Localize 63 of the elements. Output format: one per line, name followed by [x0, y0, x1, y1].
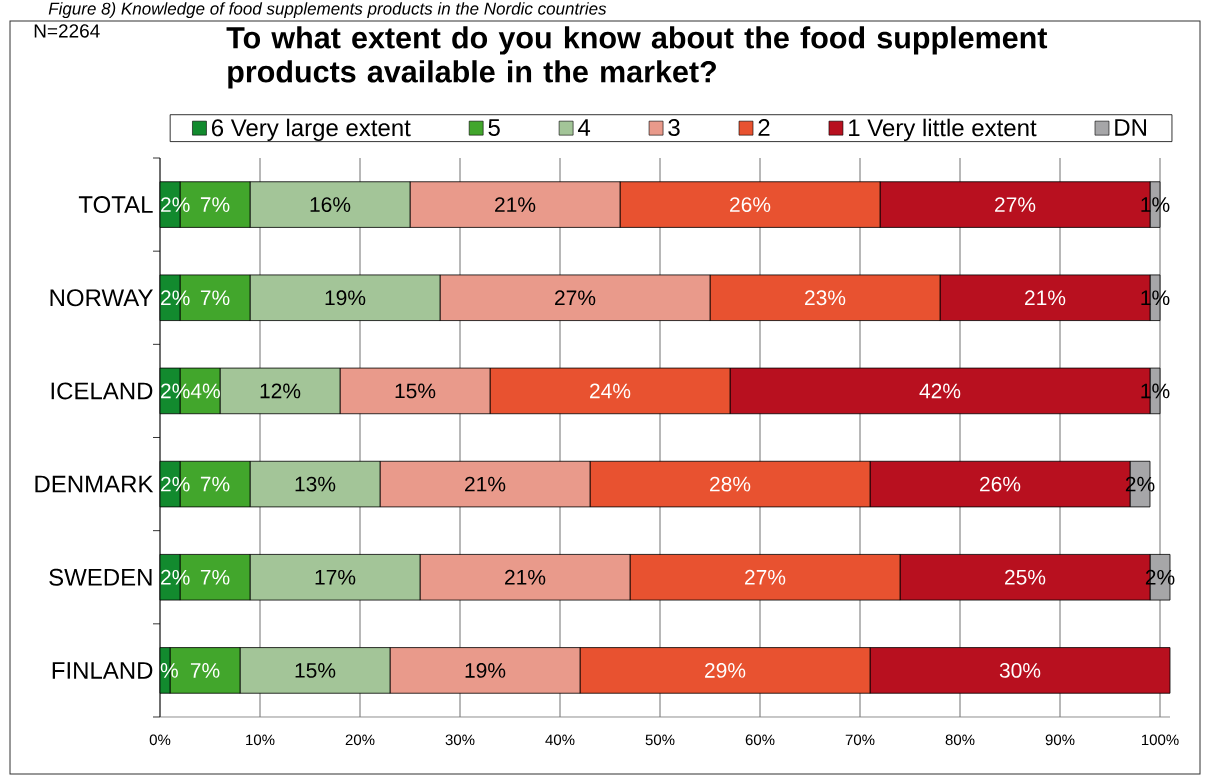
data-label: 24%	[590, 383, 631, 399]
legend-label: 3	[668, 119, 680, 137]
data-label: 16%	[310, 197, 351, 213]
data-label: 21%	[465, 476, 506, 492]
data-label: 19%	[465, 662, 506, 678]
x-tick-label: 60%	[745, 734, 775, 746]
text: N=2264	[34, 24, 100, 38]
y-tick-label: NORWAY	[50, 289, 153, 307]
data-label: 21%	[505, 569, 546, 585]
data-label: 7%	[200, 476, 230, 492]
data-label: 7%	[200, 197, 230, 212]
legend-label: 5	[488, 119, 500, 136]
x-tick-label: 70%	[845, 734, 875, 746]
data-label: 26%	[730, 197, 771, 213]
data-label: 21%	[495, 197, 536, 212]
x-tick-label: 90%	[1045, 734, 1075, 746]
chart-title: To what extent do you know about the food supplement products available in the market?	[226, 26, 1048, 89]
data-label: 2%	[161, 290, 190, 306]
data-label: 7%	[190, 663, 220, 678]
x-tick-label: 30%	[445, 734, 475, 746]
data-label: 21%	[1025, 290, 1066, 306]
data-label: 12%	[260, 383, 301, 399]
legend-label: 6 Very large extent	[211, 118, 411, 142]
legend-label: 1 Very little extent	[849, 118, 1037, 142]
data-label: 2%	[161, 569, 190, 585]
data-label: 2%	[161, 383, 190, 399]
data-label: 17%	[315, 569, 356, 585]
x-tick-label: 50%	[645, 734, 675, 746]
y-tick-label: DENMARK	[35, 475, 154, 493]
data-label: 15%	[395, 383, 436, 399]
x-tick-label: 40%	[545, 734, 575, 746]
y-tick-label: TOTAL	[78, 196, 153, 214]
data-label: 19%	[325, 290, 366, 306]
data-label: 7%	[200, 290, 230, 306]
caption: Figure 8) Knowledge of food supplements products in the Nordic countries	[48, 2, 607, 19]
legend-label: 4	[577, 119, 591, 136]
data-label: 2%	[161, 476, 190, 492]
x-tick-label: 20%	[345, 734, 375, 746]
data-label: 27%	[555, 290, 596, 306]
legend-label: 2	[758, 119, 770, 136]
data-label: 42%	[919, 383, 961, 399]
data-label: 30%	[999, 662, 1041, 678]
data-label: 7%	[200, 569, 230, 585]
data-label: 26%	[980, 476, 1021, 492]
data-label: 4%	[190, 383, 220, 399]
y-tick-label: FINLAND	[52, 662, 153, 679]
legend-label: DN	[1115, 119, 1146, 136]
x-tick-label: 100%	[1141, 734, 1179, 746]
data-label: 25%	[1005, 569, 1046, 585]
x-tick-label: 0%	[149, 734, 171, 746]
data-label: 15%	[295, 663, 336, 678]
data-label: 13%	[295, 476, 336, 492]
data-label: 27%	[995, 197, 1036, 212]
x-tick-label: 10%	[246, 734, 275, 746]
data-label: 27%	[745, 569, 786, 585]
data-label: 28%	[710, 476, 751, 492]
data-label: 29%	[705, 662, 746, 678]
x-tick-label: 80%	[945, 734, 975, 746]
data-label: 23%	[805, 290, 846, 306]
y-tick-label: ICELAND	[51, 382, 153, 400]
data-label: %	[160, 663, 178, 678]
data-label: 2%	[161, 197, 190, 212]
y-tick-label: SWEDEN	[49, 568, 152, 586]
